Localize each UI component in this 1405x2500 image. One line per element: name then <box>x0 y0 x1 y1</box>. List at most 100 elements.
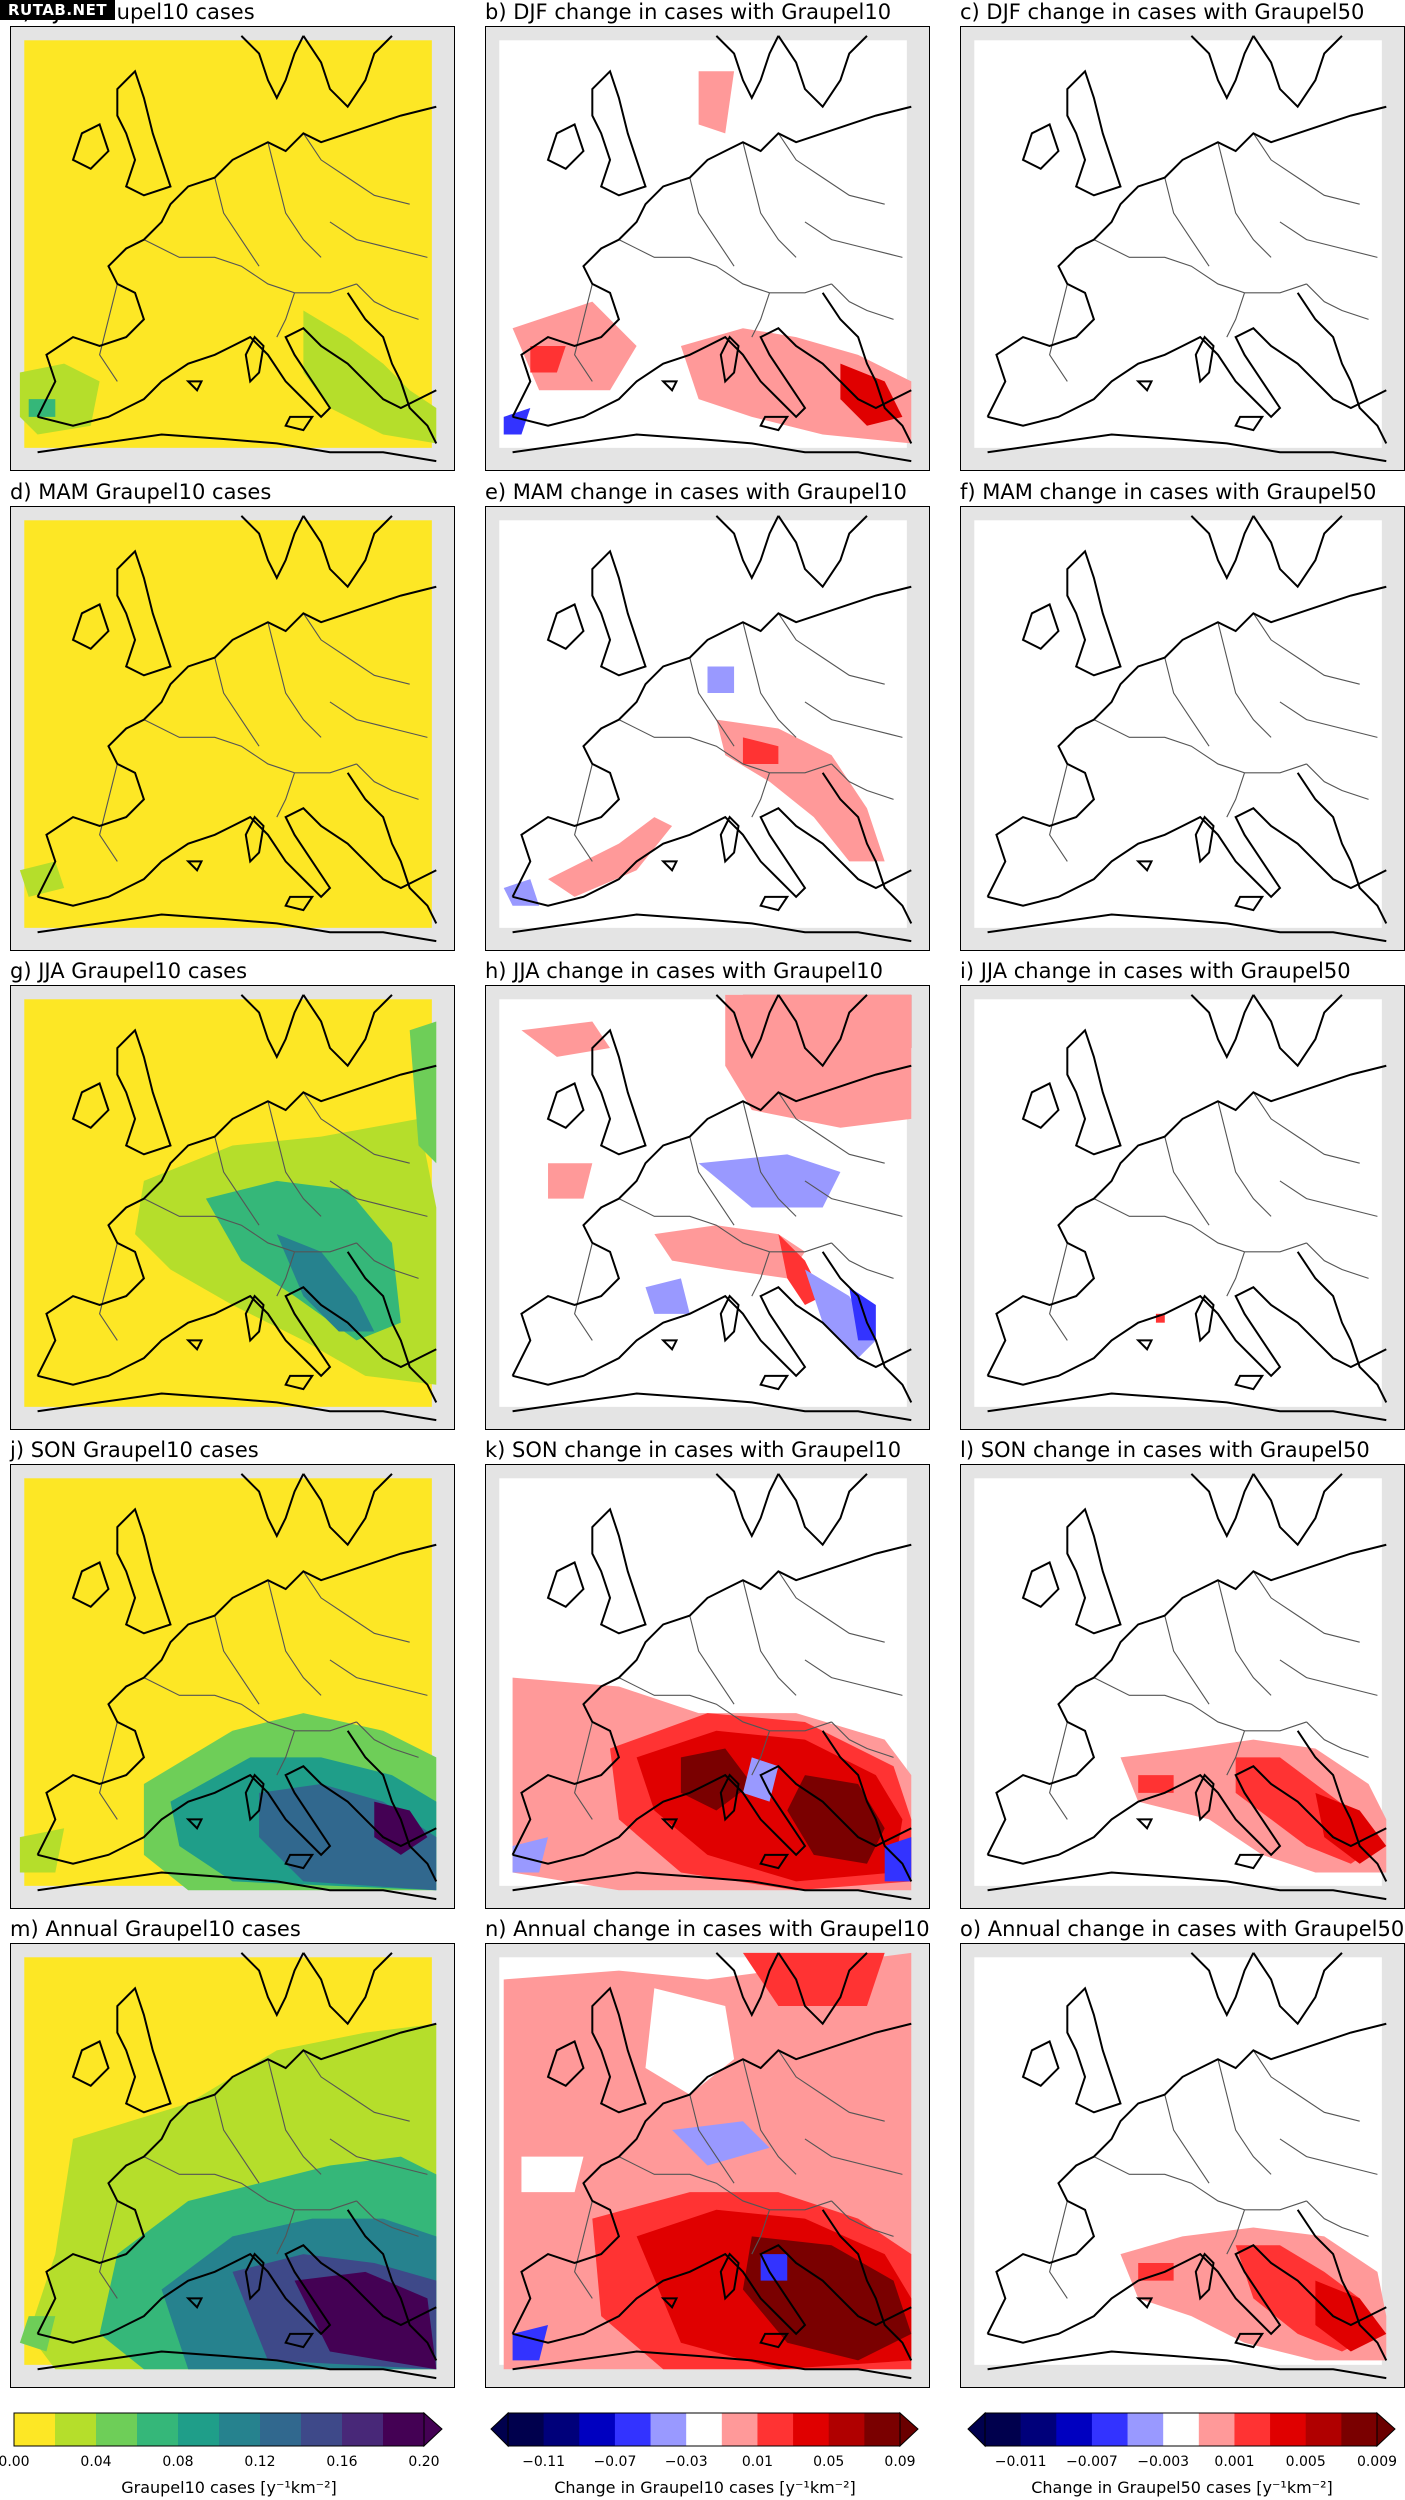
country-border-7 <box>1306 1242 1369 1279</box>
map-panel-m <box>10 1943 455 2388</box>
colorbar-swatch-7 <box>757 2413 794 2446</box>
coastline-3 <box>37 2350 437 2380</box>
colorbar-swatch-4 <box>1127 2413 1164 2446</box>
country-border-1 <box>689 1615 735 1705</box>
country-border-2 <box>1217 142 1272 258</box>
country-border-6 <box>276 1251 296 1297</box>
coastline-6 <box>715 1473 780 1539</box>
coastline-7 <box>302 1952 393 2026</box>
map-c <box>974 35 1388 463</box>
colorbar-extend-high <box>423 2411 443 2448</box>
country-border-1 <box>1164 177 1210 267</box>
coastline-2 <box>346 772 438 924</box>
coastline-5 <box>71 1561 110 1608</box>
country-border-0 <box>618 1198 832 1253</box>
coastline-8 <box>1194 815 1215 864</box>
coastline-9 <box>1234 2332 1265 2349</box>
panel-title-k: k) SON change in cases with Graupel10 <box>485 1438 902 1462</box>
field-region-3 <box>1138 2262 1174 2281</box>
coastline-4 <box>116 549 172 677</box>
country-border-5 <box>1049 1242 1068 1341</box>
coastline-7 <box>777 994 868 1068</box>
country-border-7 <box>831 763 894 800</box>
country-border-4 <box>1279 701 1378 738</box>
panel-title-j: j) SON Graupel10 cases <box>10 1438 259 1462</box>
country-border-5 <box>99 2200 118 2299</box>
country-border-3 <box>777 1092 885 1164</box>
country-border-2 <box>742 1580 797 1696</box>
country-border-2 <box>742 622 797 738</box>
coastline-10 <box>1135 380 1154 392</box>
coastline-7 <box>302 1473 393 1547</box>
colorbar-tick-label: 0.08 <box>162 2454 194 2470</box>
country-border-7 <box>831 283 894 320</box>
coastline-2 <box>1296 2209 1388 2361</box>
country-border-7 <box>1306 1721 1369 1758</box>
country-border-5 <box>1049 1721 1068 1820</box>
country-border-1 <box>689 1136 735 1226</box>
coastline-0 <box>36 1064 437 1377</box>
colorbar-swatch-1 <box>55 2413 97 2446</box>
coastline-7 <box>777 515 868 589</box>
coastline-6 <box>240 35 305 101</box>
colorbar-tick-label: 0.16 <box>326 2454 358 2470</box>
coastline-0 <box>511 105 912 418</box>
colorbar-tick-label: 0.04 <box>80 2454 112 2470</box>
country-border-5 <box>574 1242 593 1341</box>
coastline-1 <box>512 327 912 427</box>
country-border-6 <box>1226 292 1246 338</box>
map-h <box>499 994 913 1422</box>
country-border-2 <box>1217 1580 1272 1696</box>
field-region-3 <box>1138 1775 1174 1793</box>
coastline-9 <box>284 1853 315 1870</box>
coastline-9 <box>284 895 315 912</box>
coastline-9 <box>1234 1853 1265 1870</box>
country-border-0 <box>618 1677 832 1732</box>
field-region-0 <box>19 861 65 897</box>
colorbar-swatch-10 <box>1341 2413 1378 2446</box>
country-border-4 <box>1279 1180 1378 1217</box>
coastline-5 <box>71 603 110 650</box>
coastline-6 <box>715 994 780 1060</box>
coastline-5 <box>71 2040 110 2087</box>
country-border-4 <box>804 221 903 258</box>
map-panel-l <box>960 1464 1405 1909</box>
coastline-4 <box>116 69 172 197</box>
country-border-0 <box>1093 1198 1307 1253</box>
map-g <box>24 994 438 1422</box>
country-border-6 <box>751 1730 771 1776</box>
field-region-1 <box>645 1988 735 2095</box>
coastline-1 <box>37 1286 437 1386</box>
coastline-6 <box>240 1952 305 2018</box>
country-border-1 <box>214 2094 260 2184</box>
country-border-2 <box>1217 2059 1272 2175</box>
country-border-6 <box>1226 2209 1246 2255</box>
coastline-3 <box>512 1392 912 1422</box>
map-l <box>974 1473 1388 1901</box>
country-border-7 <box>1306 283 1369 320</box>
coastline-1 <box>987 2244 1387 2344</box>
country-border-7 <box>1306 763 1369 800</box>
map-panel-d <box>10 506 455 951</box>
coastline-9 <box>759 1853 790 1870</box>
coastline-2 <box>346 2209 438 2361</box>
country-border-0 <box>143 1198 357 1253</box>
map-panel-e <box>485 506 930 951</box>
field-region-3 <box>374 1801 428 1855</box>
colorbar-swatch-6 <box>260 2413 302 2446</box>
map-f <box>974 515 1388 943</box>
country-border-0 <box>618 719 832 774</box>
coastline-5 <box>546 123 585 170</box>
panel-title-e: e) MAM change in cases with Graupel10 <box>485 480 907 504</box>
field-region-6 <box>698 1154 841 1208</box>
country-border-2 <box>742 142 797 258</box>
country-border-4 <box>804 2138 903 2175</box>
coastline-4 <box>591 1986 647 2114</box>
map-panel-h <box>485 985 930 1430</box>
colorbar-swatches <box>490 2411 919 2448</box>
colorbar-extend-high <box>1376 2411 1396 2448</box>
country-border-3 <box>777 2050 885 2122</box>
coastline-5 <box>546 1082 585 1129</box>
coastline-1 <box>987 807 1387 907</box>
country-border-5 <box>99 283 118 382</box>
